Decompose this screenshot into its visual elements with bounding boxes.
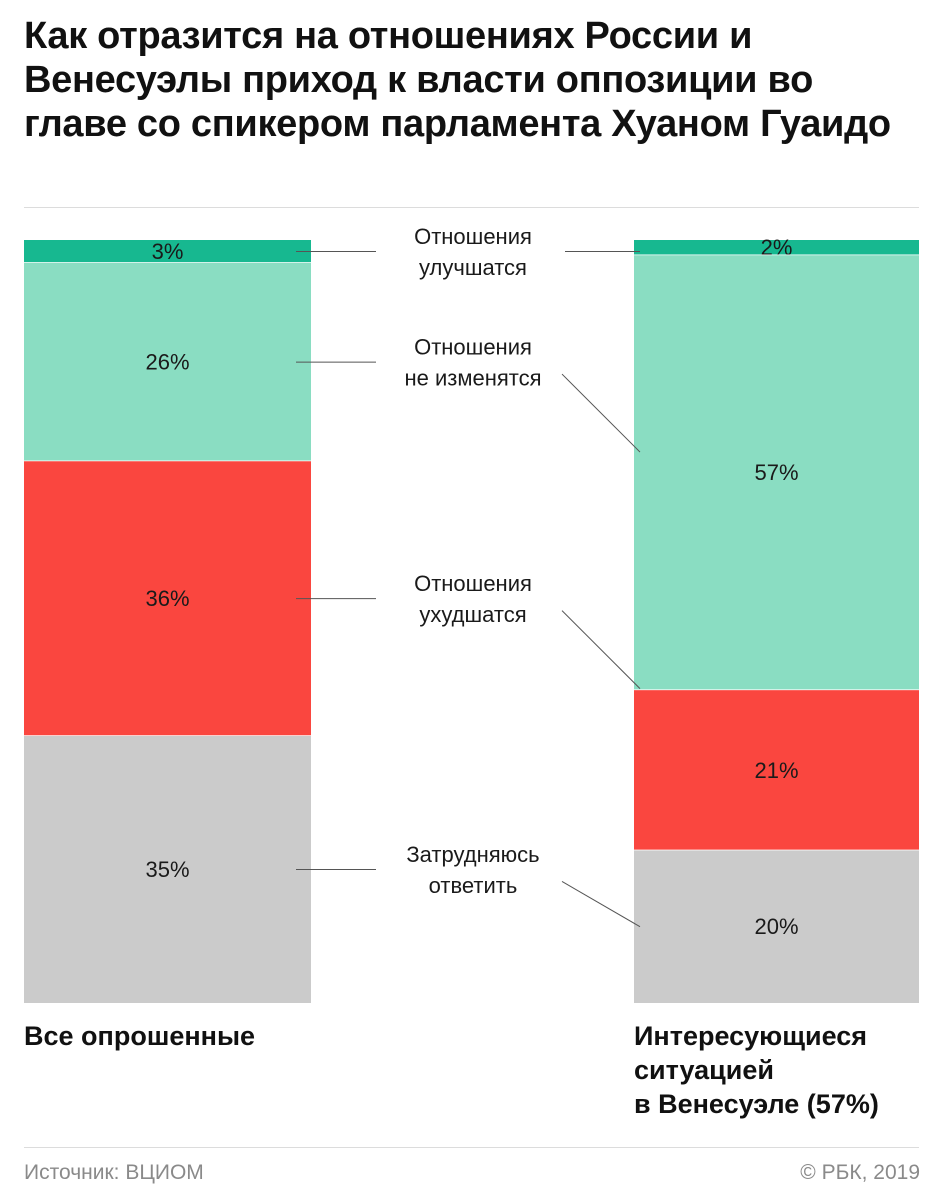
category-label-3: ухудшатся xyxy=(419,602,526,627)
value-label-interested-3: 21% xyxy=(754,758,798,783)
bar-segment-all-3 xyxy=(24,461,311,736)
bar-segment-interested-1 xyxy=(634,240,919,256)
value-label-interested-4: 20% xyxy=(754,914,798,939)
leader-line-right-4 xyxy=(561,881,641,928)
column-title-all: Все опрошенные xyxy=(24,1021,256,1051)
category-label-4: ответить xyxy=(429,873,518,898)
value-label-all-1: 3% xyxy=(152,239,184,264)
bar-stack-all-respondents: 3% 26% 36% 35% xyxy=(24,239,311,1003)
value-label-all-4: 35% xyxy=(145,857,189,882)
category-label-1: улучшатся xyxy=(419,255,527,280)
category-label-3: Отношения xyxy=(414,571,532,596)
category-label-4: Затрудняюсь xyxy=(406,842,539,867)
value-label-all-2: 26% xyxy=(145,350,189,375)
column-title-interested: Интересующиеся ситуацией в Венесуэле (57… xyxy=(634,1019,879,1121)
bar-segment-interested-4 xyxy=(634,850,919,1003)
leader-lines xyxy=(296,250,641,928)
top-divider xyxy=(24,207,919,208)
source-note: Источник: ВЦИОМ xyxy=(24,1161,204,1184)
chart-title: Как отразится на отношениях России и Вен… xyxy=(24,15,891,145)
column-title-interested-line: Интересующиеся xyxy=(634,1021,868,1051)
category-label-1: Отношения xyxy=(414,224,532,249)
leader-line-right-3 xyxy=(561,610,641,689)
value-label-interested-2: 57% xyxy=(754,460,798,485)
column-title-interested-line: в Венесуэле (57%) xyxy=(634,1089,879,1119)
category-label-2: Отношения xyxy=(414,335,532,360)
bar-segment-interested-2 xyxy=(634,255,919,691)
bar-segment-all-1 xyxy=(24,240,311,263)
category-labels: Отношения улучшатся Отношения не изменятся О… xyxy=(404,224,541,898)
leader-line-right-2 xyxy=(561,373,641,453)
bottom-divider xyxy=(24,1147,919,1148)
bar-segment-all-2 xyxy=(24,262,311,462)
bar-segment-interested-3 xyxy=(634,690,919,851)
bar-stack-interested: 2%57%21%20% xyxy=(634,235,919,1003)
value-label-all-3: 36% xyxy=(145,586,189,611)
column-title-interested-line: ситуацией xyxy=(634,1055,774,1085)
bar-segment-all-4 xyxy=(24,735,311,1003)
category-label-2: не изменятся xyxy=(404,366,541,391)
copyright-note: © РБК, 2019 xyxy=(800,1161,920,1184)
